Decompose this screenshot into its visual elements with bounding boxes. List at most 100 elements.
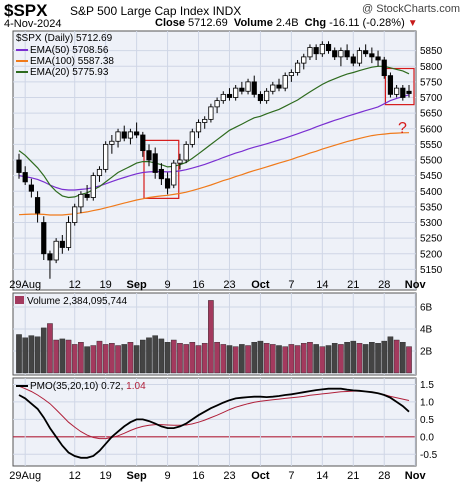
close-label: Close [155, 17, 185, 29]
volume-bar [220, 344, 227, 374]
candle-body [344, 50, 350, 58]
candle-body [214, 100, 220, 108]
question-mark-annotation: ? [398, 120, 407, 137]
candle-body [72, 206, 78, 223]
price-y-tick-label: 5350 [420, 202, 443, 213]
candle-body [270, 84, 276, 92]
candle-body [257, 93, 264, 102]
close-value: 5712.69 [188, 17, 228, 29]
candle-body [233, 87, 239, 98]
volume-y-tick-label: 2B [420, 347, 433, 358]
candle-body [319, 43, 325, 55]
pmo-grid [13, 378, 416, 466]
price-y-tick-label: 5300 [420, 218, 443, 229]
volume-bar [313, 344, 319, 374]
pmo-title-signal: 1.04 [126, 381, 146, 392]
ema20-line [18, 65, 410, 199]
volume-bar [270, 344, 276, 374]
volume-bar [84, 346, 90, 374]
candle-body [338, 50, 344, 58]
volume-bar [102, 344, 109, 374]
highlight-box [143, 139, 180, 199]
volume-bar [164, 342, 171, 374]
candle-body [171, 162, 177, 186]
volume-bar [263, 343, 270, 374]
highlight-box [384, 67, 415, 106]
pmo-y-axis: 1.5 1.0 0.5 0.0 -0.5 [420, 380, 438, 461]
volume-bar [406, 346, 412, 374]
candle-body [220, 93, 226, 102]
candle-body [152, 153, 158, 173]
volume-value: 2.4B [275, 17, 299, 29]
volume-bar [109, 343, 115, 374]
volume-bar [214, 342, 220, 374]
price-x-tick-label: 28 [378, 279, 390, 291]
volume-bar [53, 339, 59, 374]
pmo-x-tick-label: 23 [223, 470, 235, 482]
candle-body [387, 75, 394, 95]
volume-bar [34, 336, 41, 374]
candle-body [282, 75, 288, 89]
volume-bar [183, 344, 189, 374]
candle-body [325, 43, 332, 52]
pmo-x-tick-label: 16 [192, 470, 204, 482]
candle-body [90, 175, 96, 198]
volume-bar [16, 334, 22, 374]
volume-bar [400, 342, 406, 374]
price-y-tick-label: 5450 [420, 171, 443, 182]
volume-bar [288, 344, 295, 374]
price-y-axis: 5150 5200 5250 5300 5350 5400 5450 5500 5550 5600… [420, 46, 443, 276]
pmo-x-axis: 29Aug 12 19 Sep 9 16 23 Oct 7 14 21 28 Nov [9, 470, 426, 482]
volume-bar [22, 337, 28, 374]
volume-bar [78, 342, 84, 374]
volume-bar [232, 346, 239, 374]
down-arrow-icon: ▼ [407, 18, 418, 29]
volume-bar [47, 323, 53, 374]
volume-bar [356, 343, 363, 374]
candle-body [47, 253, 53, 261]
pmo-x-tick-label: 9 [165, 470, 171, 482]
candle-body [177, 159, 183, 164]
candle-body [276, 84, 282, 89]
volume-bar [294, 345, 301, 374]
price-legend: $SPX (Daily) 5712.69 EMA(50) 5708.56 EMA… [16, 33, 114, 78]
price-x-tick-label: 9 [165, 279, 171, 291]
pmo-y-tick-label: 0.5 [420, 415, 434, 426]
index-name: S&P 500 Large Cap Index [70, 4, 210, 18]
volume-bar [65, 339, 72, 374]
price-x-tick-label: Sep [127, 279, 147, 291]
volume-bar [133, 345, 140, 374]
candle-body [251, 81, 257, 95]
volume-bar [307, 342, 313, 374]
quote-date: 4-Nov-2024 [4, 18, 62, 30]
candle-body [53, 240, 59, 261]
volume-bar [140, 339, 146, 374]
price-y-tick-label: 5850 [420, 46, 443, 57]
candle-body [363, 50, 369, 55]
candle-body [164, 178, 171, 189]
volume-bar [239, 344, 245, 374]
candle-body [28, 184, 34, 192]
volume-bar [381, 340, 388, 374]
candle-body [115, 131, 121, 142]
quote-summary: Close 5712.69 Volume 2.4B Chg -16.11 (-0… [155, 17, 418, 29]
volume-bar [338, 344, 344, 374]
price-y-tick-label: 5650 [420, 109, 443, 120]
pmo-y-tick-label: 1.0 [420, 397, 434, 408]
volume-bar [96, 340, 103, 374]
volume-bar [40, 327, 47, 374]
legend-ema100: EMA(100) 5587.38 [30, 56, 114, 67]
volume-y-axis: 2B 4B 6B [420, 303, 433, 358]
pmo-x-tick-label: 12 [69, 470, 81, 482]
price-x-tick-label: 14 [316, 279, 328, 291]
volume-bars [16, 300, 412, 374]
pmo-legend: PMO(35,20,10) 0.72, 1.04 [16, 381, 146, 392]
price-x-tick-label: 7 [288, 279, 294, 291]
candle-body [208, 106, 214, 120]
volume-bar [195, 345, 202, 374]
candle-body [140, 134, 146, 152]
pmo-x-tick-label: Nov [405, 470, 427, 482]
ema50-line [18, 94, 410, 191]
candle-body [369, 53, 375, 58]
